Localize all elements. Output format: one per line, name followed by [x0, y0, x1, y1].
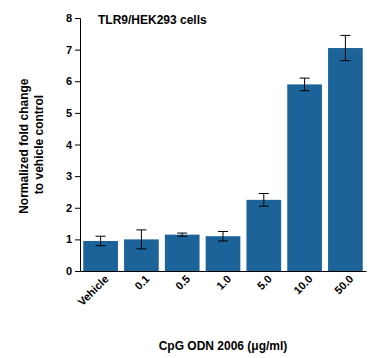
y-tick-label: 0	[66, 265, 72, 277]
error-cap	[136, 248, 146, 249]
y-axis-title-line: to vehicle control	[32, 95, 46, 194]
error-cap	[218, 240, 228, 241]
error-bar	[259, 194, 269, 207]
title: TLR9/HEK293 cells	[98, 13, 207, 27]
y-tick-mark	[75, 271, 80, 272]
y-tick-mark	[75, 239, 80, 240]
x-tick: Vehicle	[75, 271, 110, 308]
y-tick-label: 5	[66, 107, 72, 119]
y-axis: 0 1 2 3 4 5 6 7 8	[66, 12, 81, 277]
x-tick: 0.1	[132, 271, 151, 292]
error-stem	[223, 231, 224, 240]
marks	[83, 35, 362, 271]
error-bar	[340, 35, 350, 60]
x-tick: 10.0	[291, 271, 315, 296]
error-cap	[300, 78, 310, 79]
error-cap	[259, 206, 269, 207]
error-cap	[259, 193, 269, 194]
y-tick-mark	[75, 176, 80, 177]
error-cap	[340, 60, 350, 61]
y-tick: 6	[66, 75, 80, 87]
x-tick: 0.5	[173, 271, 192, 292]
y-tick-label: 2	[66, 202, 72, 214]
y-tick: 5	[66, 107, 80, 119]
error-bar	[300, 78, 310, 91]
x-tick: 5.0	[255, 271, 274, 292]
error-stem	[100, 236, 101, 245]
bar	[165, 235, 200, 271]
x-tick: 50.0	[332, 271, 356, 296]
bar	[206, 236, 241, 271]
plot: 0 1 2 3 4 5 6 7 8 Vehicle 0.1 0.5 1.0 5.0 10.0 50.0	[66, 12, 367, 308]
y-tick-label: 6	[66, 75, 72, 87]
x-tick-label: 50.0	[332, 273, 356, 297]
y-tick-mark	[75, 81, 80, 82]
x-tick-label: 5.0	[255, 273, 274, 292]
error-cap	[300, 90, 310, 91]
error-stem	[345, 35, 346, 60]
y-tick-label: 7	[66, 44, 72, 56]
y-tick-label: 8	[66, 12, 72, 24]
y-tick: 1	[66, 233, 80, 245]
error-stem	[141, 230, 142, 249]
bar	[328, 48, 363, 271]
x-tick-label: 0.1	[132, 273, 151, 292]
y-axis-line	[75, 19, 81, 272]
y-tick-label: 4	[66, 139, 73, 151]
x-tick: 1.0	[214, 271, 233, 292]
chart-container: 0 1 2 3 4 5 6 7 8 Vehicle 0.1 0.5 1.0 5.0 10.0 50.0 TLR9…	[0, 0, 374, 358]
error-stem	[263, 194, 264, 207]
y-tick: 0	[66, 265, 80, 277]
error-bar	[218, 231, 228, 240]
bar	[246, 200, 281, 271]
error-cap	[177, 233, 187, 234]
y-tick-mark	[75, 50, 80, 51]
error-stem	[304, 78, 305, 91]
y-tick-label: 3	[66, 170, 72, 182]
error-cap	[177, 236, 187, 237]
y-axis-title: Normalized fold change to vehicle contro…	[17, 75, 46, 214]
y-axis-title-line: Normalized fold change	[17, 75, 31, 214]
error-cap	[136, 229, 146, 230]
bar	[287, 84, 322, 271]
x-axis-line	[81, 271, 367, 272]
x-axis-title: CpG ODN 2006 (μg/ml)	[159, 339, 288, 353]
y-tick: 8	[66, 12, 80, 24]
error-cap	[340, 35, 350, 36]
error-cap	[96, 245, 106, 246]
y-tick-mark	[75, 208, 80, 209]
chart-svg: 0 1 2 3 4 5 6 7 8 Vehicle 0.1 0.5 1.0 5.0 10.0 50.0 TLR9…	[0, 0, 374, 358]
x-tick-label: 0.5	[173, 273, 192, 292]
x-tick-label: 10.0	[291, 273, 315, 297]
x-axis: Vehicle 0.1 0.5 1.0 5.0 10.0 50.0	[75, 271, 366, 308]
error-bar	[177, 233, 187, 236]
error-cap	[218, 231, 228, 232]
y-tick: 7	[66, 44, 80, 56]
error-bar	[96, 236, 106, 245]
y-tick-mark	[75, 145, 80, 146]
x-tick-label: Vehicle	[75, 273, 110, 308]
error-cap	[96, 236, 106, 237]
bar	[83, 241, 118, 271]
y-tick: 2	[66, 202, 80, 214]
y-tick: 4	[66, 139, 80, 151]
y-tick-label: 1	[66, 233, 72, 245]
x-tick-label: 1.0	[214, 273, 233, 292]
y-tick-mark	[75, 113, 80, 114]
y-tick: 3	[66, 170, 80, 182]
error-bar	[136, 230, 146, 249]
y-tick-mark	[75, 18, 80, 19]
